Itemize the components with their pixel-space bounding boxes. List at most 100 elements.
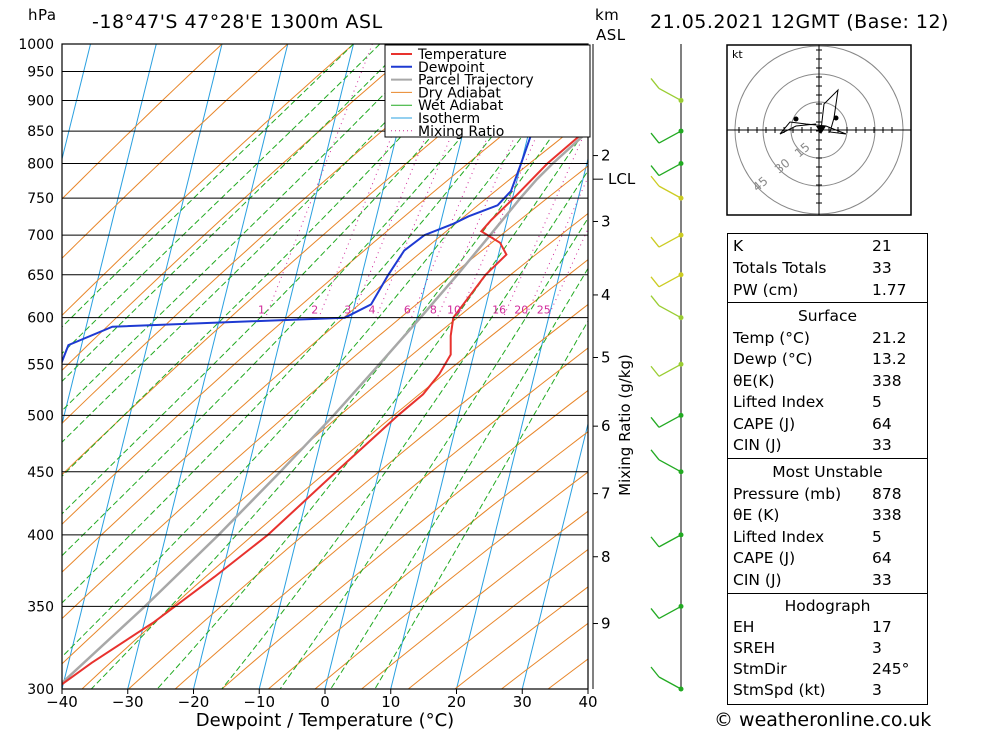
km-tick-label: 9 [601, 615, 611, 633]
index-value: 338 [872, 506, 902, 524]
hpa-unit-label: hPa [28, 6, 57, 24]
km-tick-label: 3 [601, 212, 611, 230]
site-credit[interactable]: © weatheronline.co.uk [714, 709, 932, 731]
datetime-title: 21.05.2021 12GMT (Base: 12) [650, 11, 949, 33]
dry-adiabat-line [128, 303, 588, 689]
index-row-totals: Totals Totals 33 [728, 259, 927, 280]
wind-barb-staff [658, 305, 682, 319]
wind-barb-dot [678, 412, 684, 418]
dry-adiabat-line [361, 510, 588, 689]
x-tick-label: −40 [46, 693, 78, 711]
wet-adiabat-line [62, 44, 565, 604]
pressure-tick-label: 800 [27, 157, 54, 173]
isotherm-line [62, 44, 91, 161]
surface-title: Surface [797, 307, 858, 325]
legend-entry: Mixing Ratio [418, 124, 504, 140]
mixing-ratio-label: 3 [344, 304, 351, 317]
mu-row: θE (K) 338 [728, 506, 927, 527]
wind-barb-staff [658, 414, 682, 428]
hodograph-point [833, 115, 839, 121]
index-row-k: K 21 [728, 237, 927, 258]
mu-row: CAPE (J) 64 [728, 549, 927, 570]
wind-barb-dot [678, 232, 684, 238]
mixing-ratio-label: 4 [368, 304, 375, 317]
index-key: StmDir [733, 660, 787, 678]
index-value: 21 [872, 237, 892, 255]
location-title: -18°47'S 47°28'E 1300m ASL [92, 11, 383, 33]
x-axis-title: Dewpoint / Temperature (°C) [196, 710, 454, 731]
legend-entry: Parcel Trajectory [418, 73, 534, 89]
wind-barb-dot [678, 272, 684, 278]
wet-adiabat-line [62, 44, 433, 412]
index-key: StmSpd (kt) [733, 681, 826, 699]
pressure-tick-label: 300 [27, 682, 54, 698]
wet-adiabat-line [374, 320, 588, 689]
km-tick-label: 7 [601, 485, 611, 503]
wind-barb-dot [678, 195, 684, 201]
mixing-ratio-line [547, 227, 588, 318]
most-unstable-title: Most Unstable [772, 463, 883, 481]
index-key: Lifted Index [733, 528, 825, 546]
wind-barb-flag [650, 295, 660, 307]
pressure-tick-label: 950 [27, 64, 54, 80]
index-value: 3 [872, 639, 882, 657]
index-key: Temp (°C) [733, 329, 810, 347]
x-tick-label: 20 [447, 693, 466, 711]
isotherm-line [62, 44, 157, 427]
index-row-pw: PW (cm) 1.77 [728, 281, 927, 302]
wet-adiabat-line [62, 46, 588, 658]
surface-row: Temp (°C) 21.2 [728, 329, 927, 350]
isotherm-line [62, 44, 223, 689]
index-value: 1.77 [872, 281, 907, 299]
hodo-row: StmDir 245° [728, 660, 927, 681]
legend-box [384, 44, 591, 138]
mu-row: CIN (J) 33 [728, 571, 927, 592]
mixing-ratio-axis-title: Mixing Ratio (g/kg) [616, 354, 634, 496]
isotherm-line [127, 44, 289, 689]
surface-box: Surface Temp (°C) 21.2 Dewp (°C) 13.2 θE(K… [727, 302, 928, 459]
dry-adiabat-line [62, 44, 223, 200]
mixing-ratio-label: 8 [430, 304, 437, 317]
wind-barb-flag [650, 132, 660, 144]
index-value: 33 [872, 259, 892, 277]
wind-barb-staff [658, 234, 682, 248]
dry-adiabat-line [62, 165, 588, 620]
isotherm-line [258, 44, 420, 689]
mu-row: Pressure (mb) 878 [728, 485, 927, 506]
index-value: 33 [872, 571, 892, 589]
dry-adiabat-line [62, 44, 420, 371]
hodograph-index-box: Hodograph EH 17 SREH 3 StmDir 245° StmSpd (… [727, 593, 928, 705]
index-value: 13.2 [872, 350, 907, 368]
index-key: CAPE (J) [733, 415, 796, 433]
mixing-ratio-label: 2 [311, 304, 318, 317]
wind-barb-dot [678, 603, 684, 609]
index-key: CAPE (J) [733, 549, 796, 567]
dry-adiabat-line [314, 471, 588, 689]
wind-barb-staff [658, 87, 682, 102]
dry-adiabat-line [62, 44, 289, 259]
x-tick-label: 0 [320, 693, 330, 711]
isotherm-line [193, 44, 354, 689]
wind-barb-flag [650, 165, 660, 176]
km-unit-label: km [595, 6, 620, 24]
dry-adiabat-line [221, 389, 588, 689]
mixing-ratio-label: 16 [492, 304, 506, 317]
index-value: 17 [872, 618, 892, 636]
isotherm-line [324, 44, 486, 689]
wind-barb-flag [650, 365, 660, 377]
x-tick-label: 30 [513, 693, 532, 711]
wind-barb-staff [658, 459, 682, 473]
wind-barb-flag [650, 236, 660, 248]
index-value: 878 [872, 485, 902, 503]
index-key: EH [733, 618, 755, 636]
index-key: K [733, 237, 744, 255]
hodograph-trace [779, 88, 847, 135]
wind-barb-dot [678, 97, 684, 103]
asl-unit-label: ASL [596, 26, 626, 44]
x-tick-label: 40 [578, 693, 597, 711]
index-key: θE (K) [733, 506, 780, 524]
index-value: 33 [872, 436, 892, 454]
wet-adiabat-line [62, 44, 381, 355]
wet-adiabat-line [62, 44, 354, 328]
index-key: CIN (J) [733, 571, 782, 589]
